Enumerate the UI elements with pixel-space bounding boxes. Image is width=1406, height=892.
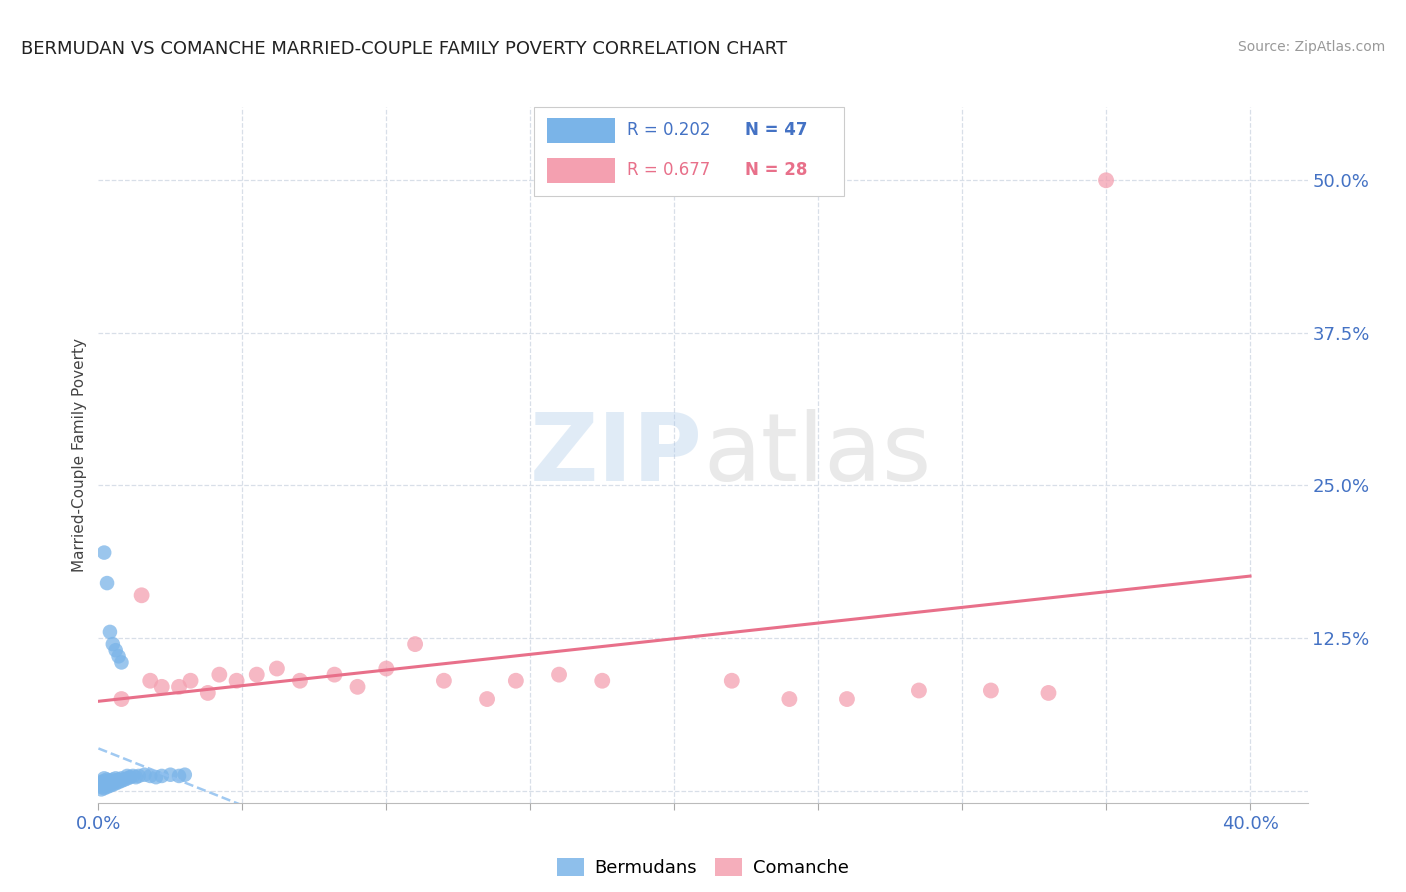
Point <box>93 772 115 786</box>
Point <box>145 770 167 784</box>
Point <box>1038 686 1060 700</box>
Point <box>1095 173 1118 187</box>
Point <box>197 686 219 700</box>
Point <box>139 673 162 688</box>
Point <box>288 673 311 688</box>
Point <box>475 692 498 706</box>
Point <box>96 780 118 794</box>
Text: N = 28: N = 28 <box>745 161 807 179</box>
Point <box>980 683 1002 698</box>
Point <box>128 769 150 783</box>
Point <box>98 776 121 790</box>
FancyBboxPatch shape <box>534 107 844 196</box>
Point <box>180 673 202 688</box>
Point <box>110 656 132 670</box>
Point <box>104 643 127 657</box>
Point <box>110 692 132 706</box>
Point <box>225 673 247 688</box>
Point <box>125 770 148 784</box>
Point <box>96 775 118 789</box>
Point <box>375 661 398 675</box>
Point <box>134 768 156 782</box>
Point <box>835 692 858 706</box>
Point <box>131 588 153 602</box>
Legend: Bermudans, Comanche: Bermudans, Comanche <box>550 850 856 884</box>
Point <box>167 680 190 694</box>
Point <box>433 673 456 688</box>
Point <box>173 768 195 782</box>
Point <box>101 775 124 789</box>
Point <box>346 680 368 694</box>
Point <box>139 769 162 783</box>
Bar <box>547 158 614 183</box>
Point <box>107 775 129 789</box>
Point <box>323 667 346 681</box>
Point <box>115 769 138 783</box>
Point <box>110 773 132 788</box>
Point <box>591 673 613 688</box>
Text: N = 47: N = 47 <box>745 121 807 139</box>
Point <box>404 637 426 651</box>
Point <box>107 772 129 787</box>
Point <box>93 781 115 796</box>
Point <box>104 773 127 788</box>
Point <box>93 776 115 790</box>
Point <box>93 779 115 793</box>
Point <box>98 773 121 788</box>
Bar <box>547 118 614 143</box>
Point <box>115 772 138 786</box>
Point <box>208 667 231 681</box>
Point <box>101 777 124 791</box>
Point <box>150 769 173 783</box>
Point <box>122 769 145 783</box>
Point <box>778 692 800 706</box>
Point <box>266 661 288 675</box>
Point <box>101 637 124 651</box>
Point <box>93 545 115 559</box>
Point <box>159 768 181 782</box>
Point <box>98 779 121 793</box>
Point <box>110 772 132 786</box>
Point <box>908 683 931 698</box>
Point <box>120 770 142 784</box>
Point <box>90 775 112 789</box>
Point <box>96 576 118 591</box>
Point <box>112 772 135 787</box>
Text: R = 0.677: R = 0.677 <box>627 161 710 179</box>
Point <box>104 776 127 790</box>
Point <box>548 667 571 681</box>
Text: R = 0.202: R = 0.202 <box>627 121 710 139</box>
Point <box>150 680 173 694</box>
Text: BERMUDAN VS COMANCHE MARRIED-COUPLE FAMILY POVERTY CORRELATION CHART: BERMUDAN VS COMANCHE MARRIED-COUPLE FAMI… <box>21 40 787 58</box>
Text: ZIP: ZIP <box>530 409 703 501</box>
Point <box>167 769 190 783</box>
Point <box>90 782 112 797</box>
Point <box>98 624 121 639</box>
Point <box>90 777 112 791</box>
Point <box>720 673 742 688</box>
Y-axis label: Married-Couple Family Poverty: Married-Couple Family Poverty <box>72 338 87 572</box>
Point <box>104 772 127 786</box>
Point <box>107 649 129 664</box>
Point <box>90 780 112 794</box>
Point <box>96 777 118 791</box>
Point <box>505 673 527 688</box>
Point <box>246 667 269 681</box>
Text: atlas: atlas <box>703 409 931 501</box>
Point <box>93 773 115 788</box>
Point <box>96 772 118 787</box>
Text: Source: ZipAtlas.com: Source: ZipAtlas.com <box>1237 40 1385 54</box>
Point <box>101 772 124 787</box>
